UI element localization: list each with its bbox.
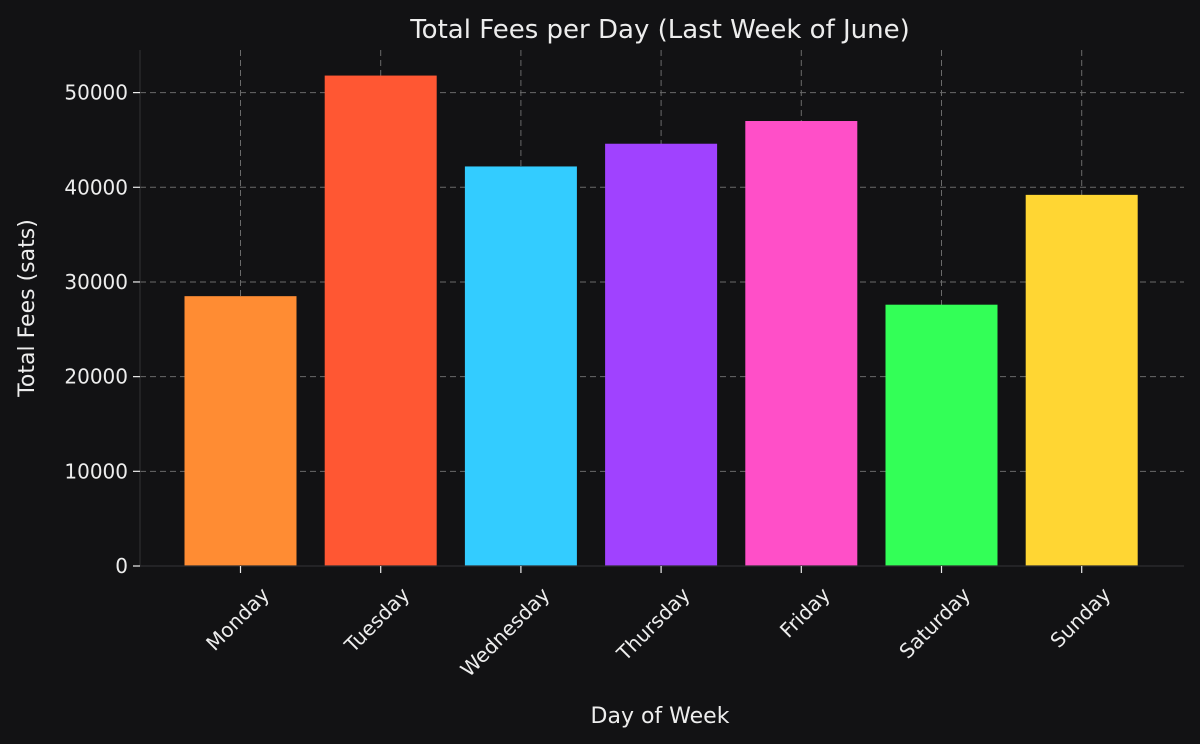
- chart-title: Total Fees per Day (Last Week of June): [409, 15, 910, 45]
- bars-layer: [184, 75, 1138, 567]
- x-axis-label: Day of Week: [591, 704, 730, 729]
- y-tick-label: 50000: [64, 81, 128, 105]
- y-tick-label: 20000: [64, 365, 128, 389]
- bar-saturday: [885, 304, 998, 566]
- bar-sunday: [1025, 194, 1138, 567]
- axes-layer: [139, 50, 1184, 567]
- bar-friday: [745, 121, 858, 567]
- y-tick-label: 0: [115, 554, 128, 578]
- bar-wednesday: [464, 166, 577, 566]
- y-tick-label: 30000: [64, 270, 128, 294]
- bar-thursday: [605, 143, 718, 566]
- y-tick-label: 40000: [64, 175, 128, 199]
- y-axis-label: Total Fees (sats): [15, 219, 40, 398]
- bar-monday: [184, 296, 297, 566]
- bar-tuesday: [324, 75, 437, 567]
- y-tick-label: 10000: [64, 459, 128, 483]
